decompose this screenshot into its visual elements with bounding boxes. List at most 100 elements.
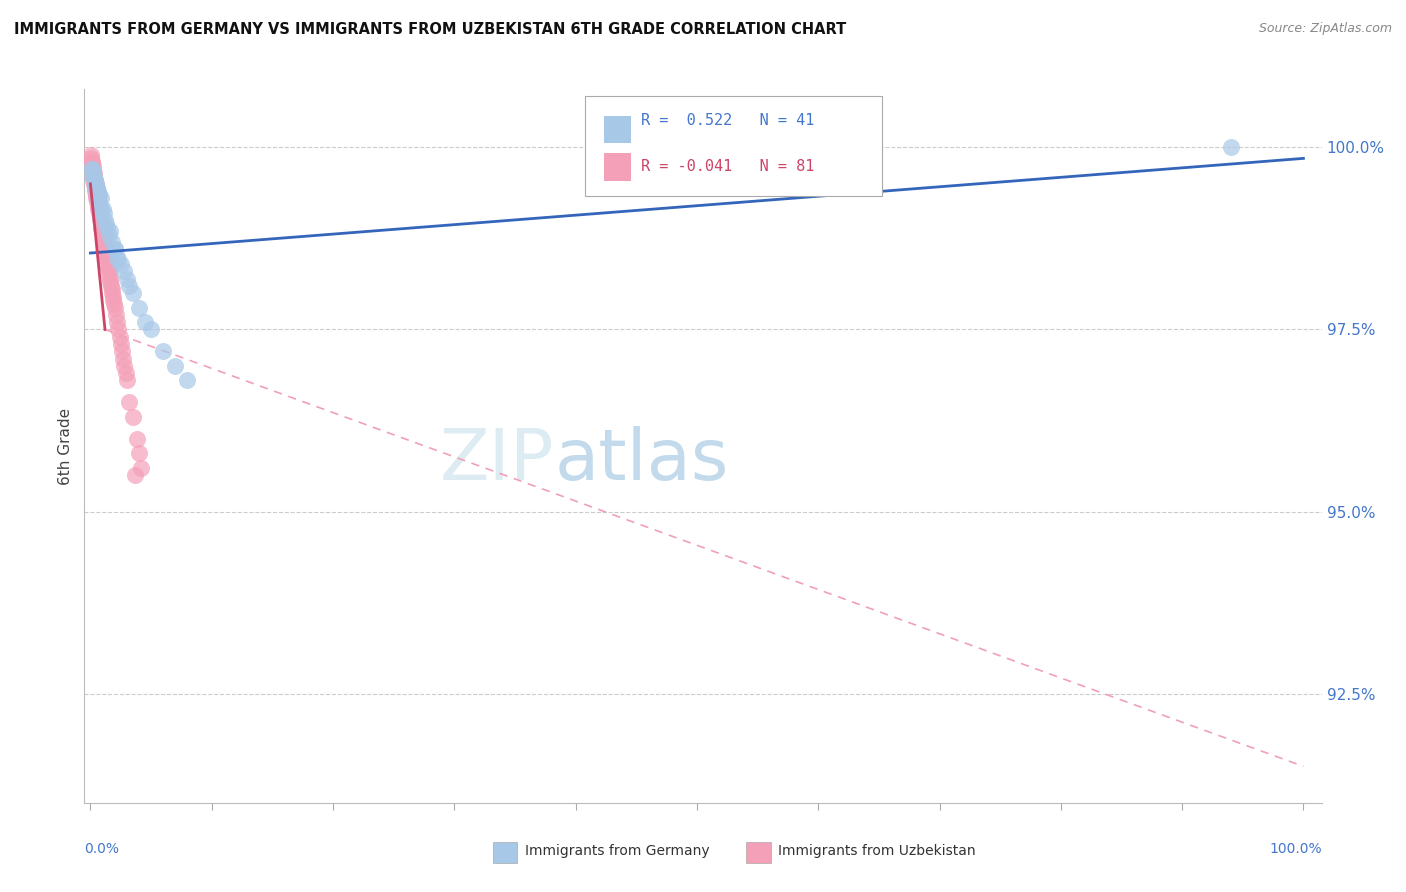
Point [176, 374, 198, 388]
Point [87, 191, 110, 205]
Point [122, 409, 145, 424]
Point [101, 286, 124, 301]
Point [93, 227, 115, 242]
Point [83, 180, 105, 194]
Point [96, 243, 118, 257]
Point [80, 155, 103, 169]
Point [96, 250, 118, 264]
Point [118, 278, 141, 293]
Point [89, 199, 111, 213]
Point [107, 253, 129, 268]
Point [87, 206, 110, 220]
Point [89, 206, 111, 220]
Point [96, 220, 118, 235]
Point [104, 243, 127, 257]
Text: Source: ZipAtlas.com: Source: ZipAtlas.com [1258, 22, 1392, 36]
Point [104, 308, 127, 322]
Point [80, 147, 103, 161]
Point [83, 173, 105, 187]
Point [93, 235, 115, 249]
Point [83, 177, 105, 191]
Point [94, 243, 117, 257]
Point [112, 351, 135, 366]
Point [83, 166, 105, 180]
Point [97, 250, 120, 264]
Point [105, 315, 128, 329]
Point [82, 166, 104, 180]
Text: R = -0.041   N = 81: R = -0.041 N = 81 [641, 160, 814, 175]
Point [97, 260, 120, 275]
Point [97, 264, 120, 278]
Point [89, 213, 111, 227]
Point [84, 180, 107, 194]
Point [91, 220, 114, 235]
Point [134, 315, 156, 329]
Point [82, 162, 104, 177]
Point [115, 271, 138, 285]
Point [82, 162, 104, 177]
Text: Immigrants from Uzbekistan: Immigrants from Uzbekistan [779, 845, 976, 858]
Point [100, 278, 122, 293]
Point [84, 177, 107, 191]
Point [87, 184, 110, 198]
Text: 100.0%: 100.0% [1270, 842, 1322, 856]
Point [103, 297, 125, 311]
Point [91, 202, 114, 217]
Point [84, 177, 107, 191]
Point [86, 187, 108, 202]
Bar [605, 153, 631, 180]
Point [1219, 140, 1241, 154]
Point [84, 187, 107, 202]
Point [86, 184, 108, 198]
Point [101, 290, 124, 304]
Point [112, 264, 135, 278]
Text: atlas: atlas [554, 425, 728, 495]
Point [96, 217, 118, 231]
Point [84, 173, 107, 187]
Point [96, 257, 118, 271]
Point [82, 169, 104, 184]
Point [90, 217, 112, 231]
Y-axis label: 6th Grade: 6th Grade [58, 408, 73, 484]
FancyBboxPatch shape [585, 96, 883, 196]
Point [100, 275, 122, 289]
Point [80, 155, 103, 169]
Point [86, 191, 108, 205]
Point [118, 395, 141, 409]
Point [139, 322, 162, 336]
Point [103, 293, 125, 308]
Point [94, 246, 117, 260]
Point [87, 195, 110, 210]
Text: 0.0%: 0.0% [84, 842, 120, 856]
Point [105, 250, 128, 264]
Point [90, 220, 112, 235]
Point [104, 243, 127, 257]
Bar [492, 842, 517, 863]
Point [84, 184, 107, 198]
Point [93, 206, 115, 220]
Point [82, 173, 104, 187]
Point [86, 180, 108, 194]
Point [90, 210, 112, 224]
Point [125, 432, 148, 446]
Point [110, 257, 132, 271]
Point [84, 177, 107, 191]
Point [107, 322, 129, 336]
Point [83, 169, 105, 184]
Point [110, 337, 132, 351]
Point [108, 330, 131, 344]
Point [86, 199, 108, 213]
Point [86, 195, 108, 210]
Point [114, 366, 136, 380]
Point [91, 217, 114, 231]
Point [90, 213, 112, 227]
Point [104, 301, 127, 315]
Point [80, 162, 103, 177]
Point [152, 344, 174, 359]
Point [82, 169, 104, 184]
Point [91, 231, 114, 245]
Point [89, 199, 111, 213]
Point [97, 257, 120, 271]
Point [97, 227, 120, 242]
Point [101, 235, 124, 249]
